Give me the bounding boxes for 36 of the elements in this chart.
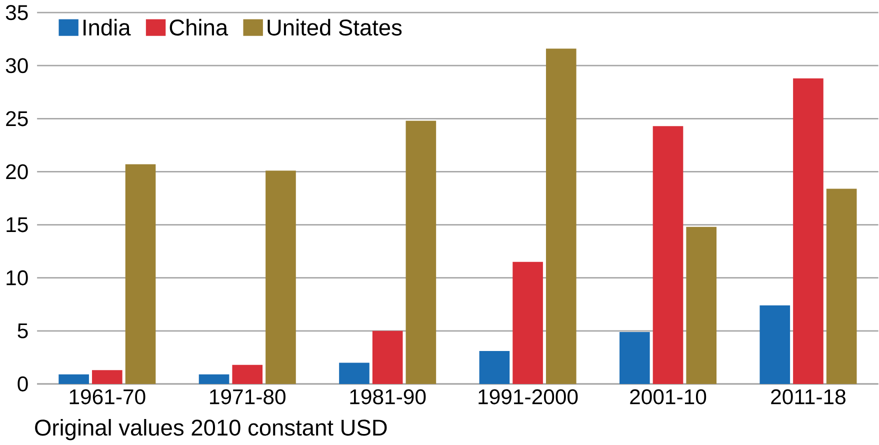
- bar: [339, 362, 370, 384]
- y-tick-label: 25: [6, 111, 28, 126]
- x-tick-label: 1981-90: [350, 389, 426, 404]
- bar: [686, 226, 717, 384]
- x-tick-label: 1971-80: [210, 389, 286, 404]
- bar: [372, 330, 403, 384]
- legend-label: China: [170, 18, 228, 36]
- bar: [479, 350, 510, 384]
- x-tick-label: 2001-10: [630, 389, 706, 404]
- bar: [546, 48, 576, 384]
- bar: [826, 188, 857, 384]
- text: Original values 2010 constant USD: [35, 418, 387, 440]
- bar: [760, 305, 790, 384]
- y-tick-label: 30: [6, 58, 28, 74]
- bar: [266, 170, 296, 384]
- bar: [232, 364, 263, 384]
- bar: [198, 374, 230, 384]
- x-tick-label: 2011-18: [771, 389, 846, 404]
- y-tick-label: 35: [6, 4, 28, 20]
- y-tick-label: 20: [6, 164, 28, 180]
- y-tick-label: 5: [18, 323, 28, 338]
- y-tick-label: 0: [18, 376, 28, 392]
- bar: [58, 374, 89, 384]
- bar: [793, 78, 824, 384]
- y-tick-label: 10: [6, 270, 28, 286]
- bar: [406, 120, 436, 384]
- x-tick-label: 1961-70: [70, 389, 146, 404]
- legend-label: India: [84, 18, 131, 36]
- bar: [125, 164, 156, 384]
- bar: [512, 262, 543, 384]
- y-tick-label: 15: [6, 217, 28, 232]
- bar: [652, 126, 684, 384]
- x-tick-label: 1991-2000: [478, 389, 578, 404]
- bar: [620, 332, 650, 384]
- legend-label: United States: [268, 18, 402, 36]
- bar: [92, 370, 122, 384]
